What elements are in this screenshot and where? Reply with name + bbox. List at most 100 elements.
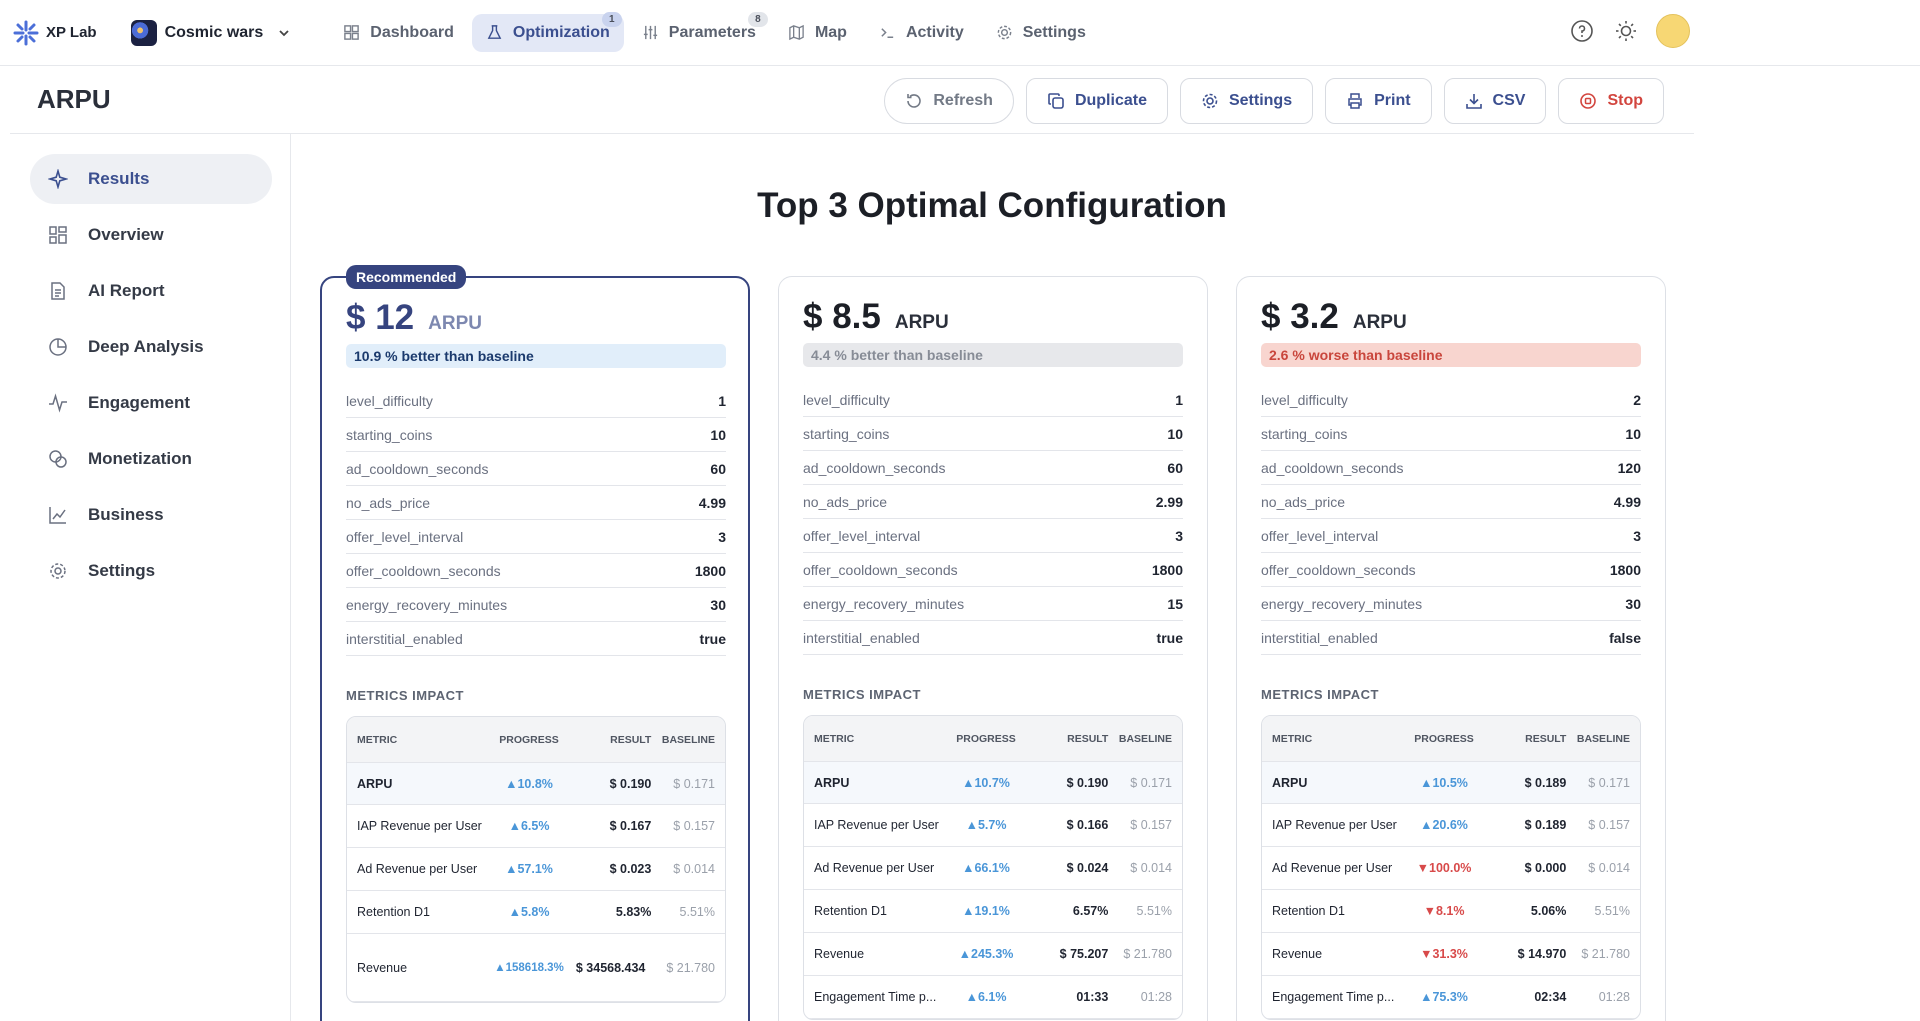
- theme-toggle-button[interactable]: [1612, 17, 1640, 45]
- print-button[interactable]: Print: [1325, 78, 1432, 124]
- tab-parameters[interactable]: Parameters 8: [628, 11, 770, 52]
- gear-icon: [997, 25, 1012, 40]
- csv-label: CSV: [1492, 92, 1526, 109]
- sun-icon: [1616, 21, 1636, 41]
- param-value: 1: [718, 392, 726, 409]
- metrics-impact-label: METRICS IMPACT: [346, 688, 464, 703]
- col-result: RESULT: [1525, 732, 1567, 745]
- metrics-table: METRIC PROGRESS RESULT BASELINE ARPU ▲10…: [1261, 715, 1641, 1020]
- download-icon: [1465, 94, 1482, 109]
- metric-progress: ▲10.8%: [505, 776, 553, 791]
- sparkle-icon: [48, 169, 68, 189]
- metric-name: IAP Revenue per User: [814, 818, 939, 832]
- tab-map[interactable]: Map: [774, 14, 861, 52]
- param-name: starting_coins: [803, 425, 890, 442]
- param-row: ad_cooldown_seconds 60: [346, 452, 726, 486]
- table-row: Ad Revenue per User ▼100.0% $ 0.000 $ 0.…: [1262, 847, 1640, 890]
- col-baseline: BASELINE: [1576, 732, 1630, 745]
- param-name: energy_recovery_minutes: [803, 595, 965, 612]
- grid-icon: [49, 226, 67, 244]
- metric-baseline: $ 0.157: [673, 819, 715, 833]
- param-name: level_difficulty: [1261, 391, 1348, 408]
- terminal-icon: [881, 28, 894, 38]
- refresh-button[interactable]: Refresh: [884, 78, 1014, 124]
- duplicate-button[interactable]: Duplicate: [1025, 78, 1168, 124]
- metric-name: ARPU: [1272, 775, 1308, 790]
- param-row: no_ads_price 4.99: [1261, 485, 1641, 519]
- sidebar-item-ai-report[interactable]: AI Report: [30, 266, 272, 316]
- config-card-2: $ 8.5 ARPU 4.4 % better than baseline le…: [778, 276, 1208, 1021]
- param-row: energy_recovery_minutes 30: [346, 588, 726, 622]
- sidebar-item-overview[interactable]: Overview: [30, 210, 272, 260]
- metric-result: $ 0.167: [609, 819, 652, 833]
- metrics-table: METRIC PROGRESS RESULT BASELINE ARPU ▲10…: [346, 716, 726, 1003]
- stop-button[interactable]: Stop: [1558, 78, 1664, 124]
- param-name: ad_cooldown_seconds: [803, 459, 946, 476]
- tab-dashboard[interactable]: Dashboard: [329, 14, 468, 52]
- gear-icon: [1202, 93, 1218, 109]
- baseline-delta: 10.9 % better than baseline: [346, 344, 726, 368]
- sidebar-item-label: Overview: [88, 225, 164, 244]
- param-name: offer_cooldown_seconds: [803, 561, 958, 578]
- nav-tabs: Dashboard Optimization 1 Parameters 8 Ma…: [329, 11, 1104, 52]
- card-amount: $ 12: [346, 298, 415, 337]
- csv-button[interactable]: CSV: [1443, 78, 1547, 124]
- tab-activity[interactable]: Activity: [865, 14, 978, 52]
- card-amount: $ 8.5: [803, 297, 881, 336]
- table-row: Ad Revenue per User ▲57.1% $ 0.023 $ 0.0…: [347, 848, 725, 891]
- tab-optimization[interactable]: Optimization 1: [471, 11, 624, 52]
- metric-baseline: 5.51%: [1136, 904, 1172, 918]
- metrics-table: METRIC PROGRESS RESULT BASELINE ARPU ▲10…: [803, 715, 1183, 1020]
- metric-baseline: 01:28: [1598, 990, 1630, 1004]
- metrics-table-header: METRIC PROGRESS RESULT BASELINE: [1262, 716, 1640, 762]
- sidebar-item-settings[interactable]: Settings: [30, 546, 272, 596]
- param-value: 1800: [694, 562, 726, 579]
- param-value: 4.99: [1613, 493, 1641, 510]
- avatar[interactable]: [1656, 14, 1690, 48]
- metric-name: Engagement Time p...: [814, 990, 937, 1004]
- table-row: Revenue ▼31.3% $ 14.970 $ 21.780: [1262, 933, 1640, 976]
- metric-progress: ▲19.1%: [962, 904, 1010, 918]
- metric-progress: ▲6.1%: [965, 990, 1007, 1004]
- sidebar-item-deep-analysis[interactable]: Deep Analysis: [30, 322, 272, 372]
- action-bar: Refresh Duplicate Settings Print CSV Sto…: [872, 78, 1664, 124]
- param-row: offer_cooldown_seconds 1800: [346, 554, 726, 588]
- metric-baseline: 5.51%: [1594, 904, 1630, 918]
- metrics-impact-label: METRICS IMPACT: [803, 687, 921, 702]
- metric-result: $ 14.970: [1517, 947, 1567, 961]
- sidebar-item-engagement[interactable]: Engagement: [30, 378, 272, 428]
- param-value: 3: [1633, 527, 1641, 544]
- param-name: offer_cooldown_seconds: [346, 562, 501, 579]
- tab-settings[interactable]: Settings: [982, 14, 1100, 52]
- project-selector[interactable]: Cosmic wars: [130, 19, 292, 46]
- param-value: 2: [1633, 391, 1641, 408]
- sidebar-item-monetization[interactable]: Monetization: [30, 434, 272, 484]
- metric-baseline: $ 21.780: [666, 960, 715, 975]
- metric-result: 5.06%: [1530, 904, 1567, 918]
- param-row: starting_coins 10: [346, 418, 726, 452]
- sidebar-item-results[interactable]: Results: [30, 154, 272, 204]
- param-row: interstitial_enabled true: [346, 622, 726, 656]
- settings-button[interactable]: Settings: [1179, 78, 1314, 124]
- recommended-badge: Recommended: [346, 265, 467, 289]
- map-icon: [789, 24, 804, 41]
- metric-baseline: $ 0.171: [1130, 775, 1172, 790]
- param-value: 3: [718, 528, 726, 545]
- metric-result: 6.57%: [1072, 904, 1109, 918]
- param-value: 10: [710, 426, 726, 443]
- metric-progress: ▲10.5%: [1420, 775, 1468, 790]
- sidebar-item-label: AI Report: [88, 281, 165, 300]
- brand-name: XP Lab: [46, 24, 97, 41]
- metric-name: Retention D1: [357, 905, 430, 919]
- metric-result: $ 0.024: [1066, 861, 1109, 875]
- metric-progress: ▲20.6%: [1420, 818, 1468, 832]
- brand[interactable]: XP Lab: [12, 19, 97, 47]
- col-result: RESULT: [610, 733, 652, 746]
- param-value: 10: [1625, 425, 1641, 442]
- metric-name: IAP Revenue per User: [357, 819, 482, 833]
- param-row: interstitial_enabled false: [1261, 621, 1641, 655]
- help-button[interactable]: [1568, 17, 1596, 45]
- table-row: ARPU ▲10.5% $ 0.189 $ 0.171: [1262, 762, 1640, 804]
- sidebar-item-business[interactable]: Business: [30, 490, 272, 540]
- metric-progress: ▲75.3%: [1420, 990, 1468, 1004]
